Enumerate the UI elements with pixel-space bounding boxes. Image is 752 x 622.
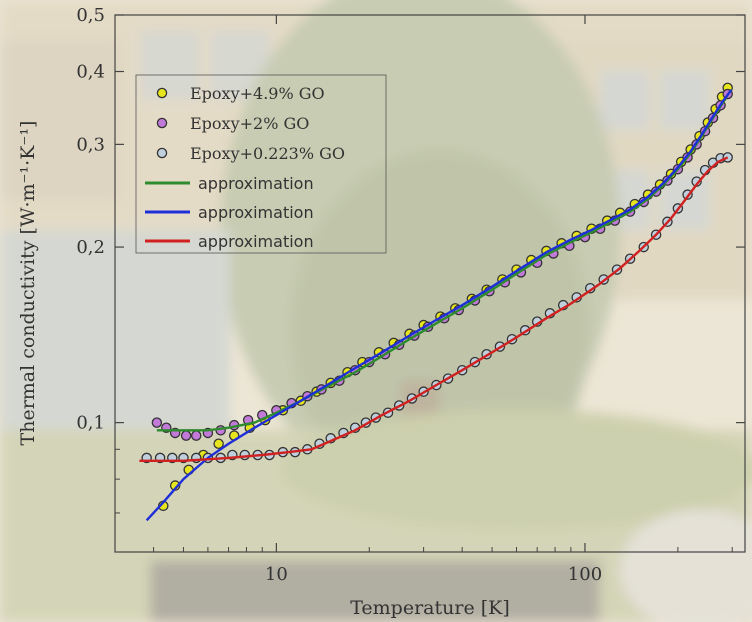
legend: Epoxy+4.9% GO Epoxy+2% GO Epoxy+0.223% GO a… (135, 74, 387, 254)
legend-marker (156, 87, 168, 99)
x-axis-label: Temperature [K] (350, 597, 510, 619)
plot-area-frame (114, 14, 746, 553)
x-tick-label: 10 (265, 564, 288, 585)
y-tick-label: 0,2 (76, 237, 105, 258)
legend-label: approximation (198, 203, 314, 222)
data-point (239, 449, 251, 461)
approximation-lines (139, 89, 733, 522)
legend-box (135, 74, 387, 254)
x-tick-label: 100 (568, 564, 602, 585)
legend-marker (156, 117, 168, 129)
legend-label: approximation (198, 174, 314, 193)
data-point (190, 430, 202, 441)
y-tick-label: 0,5 (76, 5, 105, 26)
y-tick-label: 0,4 (76, 62, 105, 83)
data-point (151, 417, 163, 428)
y-tick-label: 0,1 (76, 413, 105, 434)
legend-marker (156, 147, 168, 159)
y-tick-label: 0,3 (76, 134, 105, 155)
legend-label: Epoxy+0.223% GO (190, 144, 345, 163)
legend-label: approximation (198, 232, 314, 251)
y-axis: 0,1 0,2 0,3 0,4 0,5 (76, 5, 745, 514)
legend-label: Epoxy+2% GO (190, 114, 309, 133)
approximation-line (145, 89, 733, 522)
data-point (213, 438, 224, 449)
legend-label: Epoxy+4.9% GO (190, 84, 325, 103)
data-point (180, 430, 192, 441)
x-axis: 10 100 (153, 15, 733, 585)
y-axis-label: Thermal conductivity [W·m⁻¹·K⁻¹] (17, 121, 39, 446)
approximation-line (139, 156, 729, 462)
